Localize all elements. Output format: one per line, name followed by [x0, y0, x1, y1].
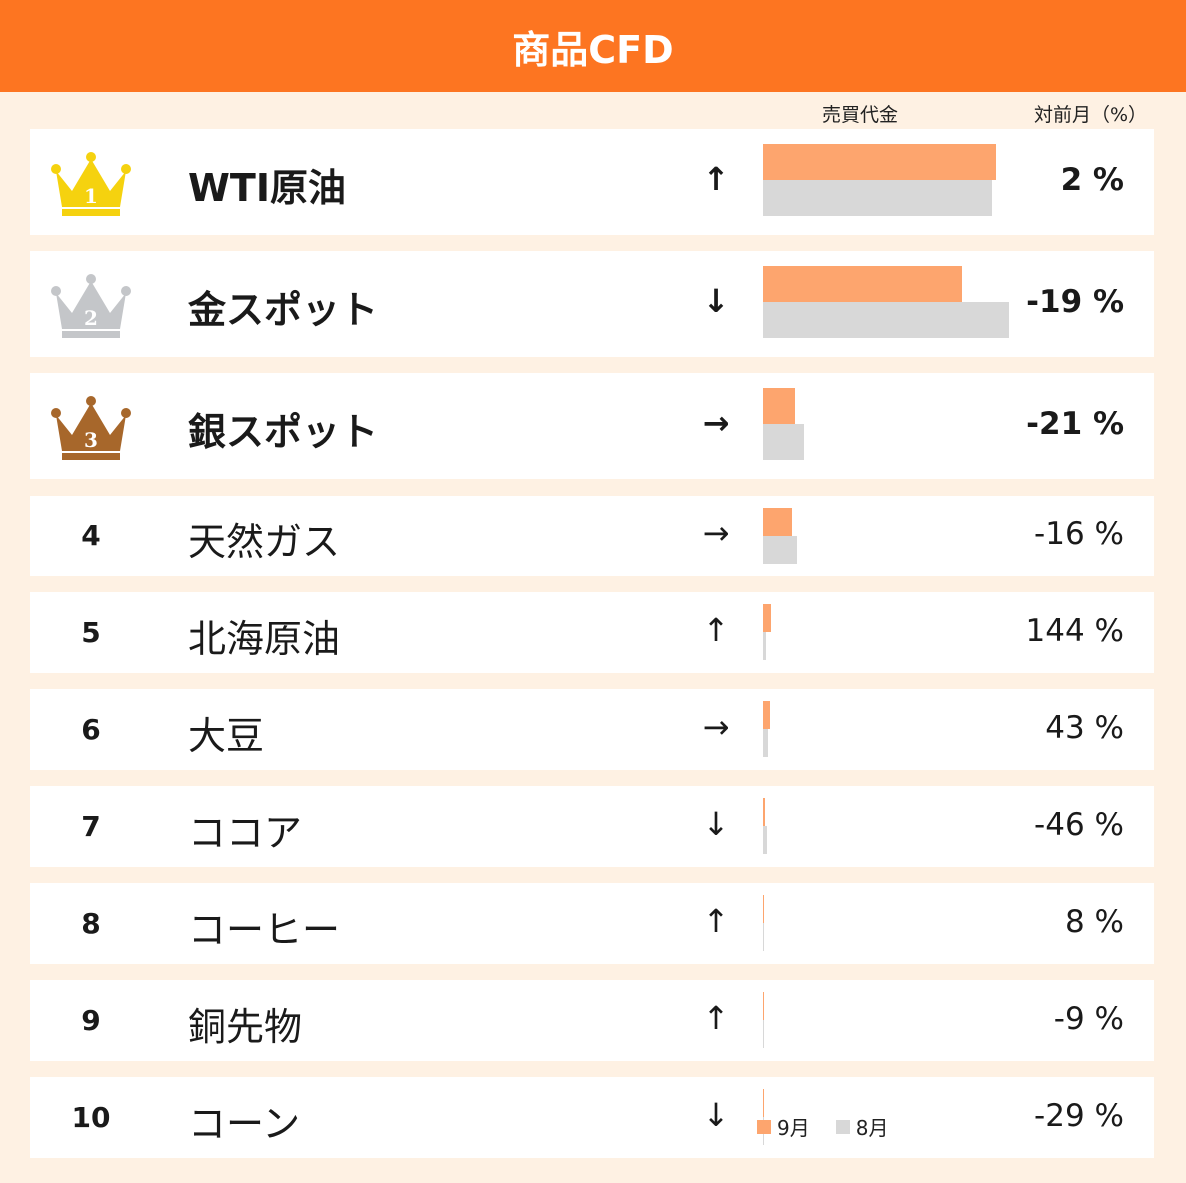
trend-arrow-icon: ↑ [702, 998, 730, 1037]
commodity-name: コーン [188, 1101, 301, 1146]
bar-sep [763, 388, 795, 424]
bar-aug [763, 424, 804, 460]
commodity-name: 銅先物 [188, 1004, 303, 1049]
change-percent: 8 % [1064, 903, 1124, 940]
legend-label-aug: 8月 [855, 1116, 889, 1140]
column-header-change: 対前月（%） [1034, 104, 1148, 126]
ranking-row: 4 天然ガス → -16 % [30, 496, 1154, 576]
ranking-row: 2 金スポット ↓ -19 % [30, 251, 1154, 357]
bar-aug [763, 1020, 765, 1048]
trend-arrow-icon: → [702, 404, 730, 442]
bar-aug [763, 180, 992, 216]
bar-aug [763, 536, 798, 564]
legend-swatch-aug [835, 1119, 850, 1134]
trend-arrow-icon: ↑ [702, 610, 730, 649]
ranking-row: 3 銀スポット → -21 % [30, 373, 1154, 479]
trend-arrow-icon: → [702, 514, 730, 552]
legend-item-sep: 9月 [757, 1112, 810, 1141]
amount-bars [763, 786, 1023, 867]
amount-bars [763, 251, 1023, 357]
bar-aug [763, 632, 767, 660]
commodity-name: 銀スポット [188, 410, 379, 454]
trend-arrow-icon: → [702, 707, 730, 746]
rank-number: 7 [81, 809, 101, 843]
trend-arrow-icon: ↓ [702, 282, 730, 320]
amount-bars [763, 980, 1023, 1061]
commodity-name: ココア [188, 810, 303, 855]
bar-aug [763, 302, 1009, 338]
ranking-row: 8 コーヒー ↑ 8 % [30, 883, 1154, 964]
change-percent: -29 % [1034, 1097, 1124, 1134]
bar-sep [763, 144, 996, 180]
change-percent: 144 % [1025, 612, 1124, 649]
svg-text:1: 1 [84, 184, 98, 208]
trend-arrow-icon: ↑ [702, 901, 730, 940]
trend-arrow-icon: ↓ [702, 804, 730, 843]
svg-text:2: 2 [84, 306, 98, 330]
ranking-row: 1 WTI原油 ↑ 2 % [30, 129, 1154, 235]
svg-text:3: 3 [84, 428, 98, 452]
bar-sep [763, 701, 770, 729]
amount-bars [763, 496, 1023, 576]
rank-number: 5 [81, 615, 101, 649]
amount-bars [763, 689, 1023, 770]
ranking-row: 6 大豆 → 43 % [30, 689, 1154, 770]
ranking-row: 9 銅先物 ↑ -9 % [30, 980, 1154, 1061]
change-percent: 43 % [1045, 709, 1124, 746]
change-percent: -9 % [1053, 1000, 1124, 1037]
gold-crown-icon: 1 [50, 151, 132, 217]
legend-item-aug: 8月 [835, 1112, 889, 1141]
bar-aug [763, 729, 768, 757]
commodity-name: 大豆 [188, 713, 265, 758]
bar-sep [763, 266, 963, 302]
legend-swatch-sep [757, 1119, 771, 1134]
column-header-amount: 売買代金 [822, 104, 899, 126]
bar-sep [763, 798, 766, 826]
rank-number: 6 [81, 712, 101, 746]
change-percent: -46 % [1034, 806, 1124, 843]
silver-crown-icon: 2 [50, 273, 132, 339]
ranking-row: 10 コーン ↓ -29 % [30, 1077, 1154, 1158]
rank-number: 8 [81, 906, 101, 940]
bar-sep [763, 895, 765, 923]
commodity-name: 天然ガス [188, 520, 341, 564]
commodity-name: 金スポット [188, 288, 379, 332]
commodity-name: WTI原油 [188, 166, 346, 210]
ranking-row: 5 北海原油 ↑ 144 % [30, 592, 1154, 673]
bronze-crown-icon: 3 [50, 395, 132, 461]
header-bar: 商品CFD [0, 0, 1186, 92]
bar-aug [763, 923, 765, 951]
change-percent: 2 % [1060, 162, 1124, 198]
ranking-row: 7 ココア ↓ -46 % [30, 786, 1154, 867]
change-percent: -21 % [1026, 406, 1124, 442]
amount-bars [763, 129, 1023, 235]
rank-number: 4 [81, 519, 101, 552]
amount-bars [763, 883, 1023, 964]
bar-sep [763, 992, 765, 1020]
bar-sep [763, 604, 771, 632]
trend-arrow-icon: ↑ [702, 160, 730, 198]
chart-legend: 9月 8月 [757, 1112, 914, 1141]
bar-sep [763, 508, 792, 536]
change-percent: -16 % [1034, 516, 1124, 552]
commodity-name: 北海原油 [188, 616, 341, 661]
trend-arrow-icon: ↓ [702, 1095, 730, 1134]
rank-number: 9 [81, 1003, 101, 1037]
amount-bars [763, 592, 1023, 673]
rank-number: 10 [71, 1100, 111, 1134]
commodity-name: コーヒー [188, 907, 341, 952]
change-percent: -19 % [1026, 284, 1124, 320]
amount-bars [763, 373, 1023, 479]
bar-sep [763, 1089, 764, 1117]
page-title: 商品CFD [512, 27, 674, 72]
legend-label-sep: 9月 [777, 1116, 810, 1140]
bar-aug [763, 826, 767, 854]
